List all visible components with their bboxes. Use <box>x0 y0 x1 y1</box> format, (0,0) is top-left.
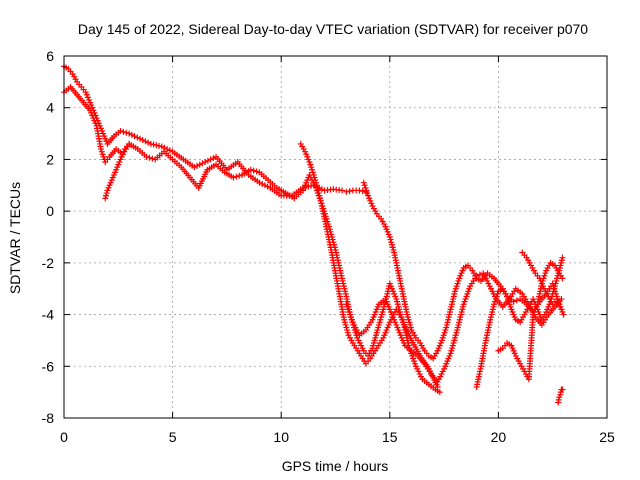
data-point <box>259 180 266 187</box>
data-point <box>253 168 260 175</box>
data-point <box>473 272 480 279</box>
data-point <box>233 173 240 180</box>
data-point <box>305 183 312 190</box>
data-point <box>356 187 363 194</box>
data-point <box>343 188 350 195</box>
data-points <box>61 63 567 406</box>
data-point <box>150 141 157 148</box>
y-tick-label: 2 <box>46 151 54 167</box>
data-point <box>436 389 443 396</box>
data-point <box>126 140 133 147</box>
y-axis-label: SDTVAR / TECUs <box>7 182 23 294</box>
data-point <box>164 146 171 153</box>
data-point <box>156 142 163 149</box>
data-point <box>559 254 566 261</box>
data-point <box>194 162 201 169</box>
x-tick-label: 0 <box>60 429 68 445</box>
data-point <box>476 271 483 278</box>
data-point <box>145 139 152 146</box>
data-point <box>264 183 271 190</box>
data-point <box>128 131 135 138</box>
data-point <box>250 167 257 174</box>
data-point <box>210 155 217 162</box>
data-point <box>146 154 153 161</box>
data-point <box>134 134 141 141</box>
data-point <box>191 164 198 171</box>
data-point <box>318 186 325 193</box>
data-point <box>559 386 566 393</box>
y-tick-label: 4 <box>46 100 54 116</box>
series-track-1 <box>61 63 369 199</box>
data-point <box>117 127 124 134</box>
data-point <box>137 135 144 142</box>
data-point <box>560 311 567 318</box>
data-point <box>236 172 243 179</box>
y-tick-label: -6 <box>42 358 55 374</box>
y-tick-label: 0 <box>46 203 54 219</box>
x-tick-label: 15 <box>382 429 398 445</box>
data-point <box>204 157 211 164</box>
series-track-3 <box>102 140 133 202</box>
series-track-2 <box>61 84 441 390</box>
x-tick-labels: 0 5 10 15 20 25 <box>60 429 615 445</box>
chart-title: Day 145 of 2022, Sidereal Day-to-day VTE… <box>78 21 588 37</box>
data-point <box>131 133 138 140</box>
grid-lines <box>64 56 607 418</box>
y-tick-labels: -8 -6 -4 -2 0 2 4 6 <box>42 48 55 426</box>
data-point <box>143 153 150 160</box>
axis-ticks <box>63 55 608 419</box>
data-point <box>359 188 366 195</box>
data-point <box>339 187 346 194</box>
data-point <box>256 179 263 186</box>
data-point <box>308 182 315 189</box>
data-point <box>199 160 206 167</box>
data-point <box>120 128 127 135</box>
x-tick-label: 5 <box>169 429 177 445</box>
data-point <box>142 138 149 145</box>
data-point <box>230 174 237 181</box>
data-point <box>153 142 160 149</box>
data-point <box>149 155 156 162</box>
x-axis-label: GPS time / hours <box>282 458 389 474</box>
data-point <box>158 143 165 150</box>
data-point <box>513 297 520 304</box>
data-point <box>559 275 566 282</box>
data-point <box>126 130 133 137</box>
x-tick-label: 20 <box>491 429 507 445</box>
data-point <box>166 147 173 154</box>
data-point <box>123 129 130 136</box>
data-point <box>558 306 565 313</box>
data-point <box>207 156 214 163</box>
y-tick-label: -2 <box>42 255 55 271</box>
y-tick-label: -8 <box>42 410 55 426</box>
series-track-9 <box>519 249 565 313</box>
series-track-8 <box>495 259 566 383</box>
plot-frame <box>63 55 608 419</box>
y-tick-label: -4 <box>42 307 55 323</box>
data-point <box>346 188 353 195</box>
data-point <box>247 166 254 173</box>
data-point <box>196 161 203 168</box>
series-track-4 <box>297 140 443 396</box>
series-track-10 <box>555 386 566 406</box>
data-point <box>202 159 209 166</box>
x-tick-label: 25 <box>599 429 615 445</box>
data-point <box>147 140 154 147</box>
data-point <box>261 182 268 189</box>
data-point <box>139 137 146 144</box>
y-tick-label: 6 <box>46 48 54 64</box>
x-tick-label: 10 <box>273 429 289 445</box>
